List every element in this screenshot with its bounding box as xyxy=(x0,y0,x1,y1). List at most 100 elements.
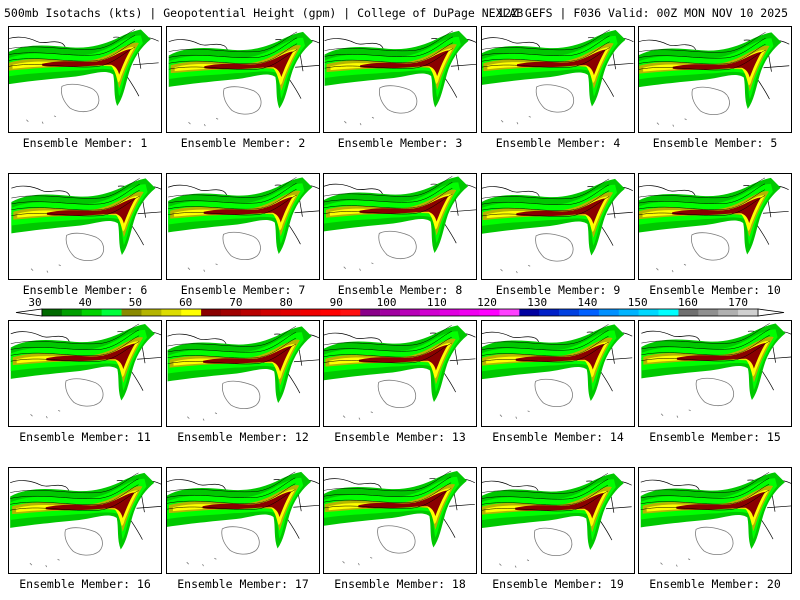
height-contour xyxy=(482,184,610,205)
colorbar-tick-label: 30 xyxy=(28,296,41,309)
height-contour xyxy=(641,340,770,362)
australia-coastline xyxy=(691,232,730,261)
ensemble-member-map-17 xyxy=(166,467,320,574)
height-contour xyxy=(482,484,609,506)
australia-coastline xyxy=(535,233,574,262)
ensemble-member-label: Ensemble Member: 2 xyxy=(180,136,306,150)
colorbar-tick-label: 160 xyxy=(678,296,698,309)
islands xyxy=(343,262,374,271)
ensemble-member-map-7 xyxy=(166,173,320,280)
height-contour xyxy=(167,343,297,365)
ensemble-member-label: Ensemble Member: 14 xyxy=(492,430,624,444)
ensemble-member-map-9 xyxy=(481,173,635,280)
height-contour xyxy=(168,49,298,70)
height-contour xyxy=(324,182,453,203)
ensemble-member-label: Ensemble Member: 16 xyxy=(19,577,151,591)
colorbar-swatch xyxy=(201,309,222,316)
ensemble-member-label: Ensemble Member: 13 xyxy=(334,430,466,444)
height-contour xyxy=(639,38,766,59)
australia-coastline xyxy=(222,231,261,261)
ensemble-member-map-8 xyxy=(323,173,477,280)
colorbar-swatch xyxy=(380,309,401,316)
jet-core xyxy=(360,50,449,77)
colorbar-swatch xyxy=(439,309,460,316)
jet-core xyxy=(516,198,606,225)
colorbar-low-arrow xyxy=(15,308,43,317)
jet-core xyxy=(204,51,294,78)
islands xyxy=(30,264,61,273)
ensemble-member-label: Ensemble Member: 9 xyxy=(495,283,621,297)
height-contour xyxy=(167,477,296,499)
colorbar-swatch xyxy=(400,309,421,316)
islands xyxy=(26,115,57,124)
colorbar-tick-label: 60 xyxy=(179,296,192,309)
australia-coastline xyxy=(695,377,735,407)
australia-coastline xyxy=(377,379,417,408)
jet-core xyxy=(516,49,606,76)
height-contour xyxy=(324,488,452,509)
australia-coastline xyxy=(64,527,103,556)
islands xyxy=(500,264,531,274)
islands xyxy=(187,412,218,421)
height-contour xyxy=(11,178,140,199)
colorbar-swatch xyxy=(101,309,122,316)
height-contour xyxy=(640,472,770,493)
height-contour xyxy=(168,37,298,58)
islands xyxy=(342,556,373,566)
australia-coastline xyxy=(534,378,573,408)
colorbar-tick-label: 50 xyxy=(129,296,142,309)
height-contour xyxy=(168,188,297,210)
colorbar-swatch xyxy=(181,309,202,316)
height-contour xyxy=(482,479,609,500)
height-contour xyxy=(641,329,770,350)
jet-core xyxy=(676,343,766,369)
height-contour xyxy=(324,336,452,358)
colorbar-swatch xyxy=(598,309,620,316)
colorbar-swatch xyxy=(519,309,540,316)
colorbar-swatch xyxy=(698,309,719,316)
height-contour xyxy=(639,177,766,199)
ensemble-member-map-20 xyxy=(638,467,792,574)
australia-coastline xyxy=(695,526,734,555)
jet-core xyxy=(46,198,136,224)
height-contour xyxy=(10,490,139,511)
colorbar-swatch xyxy=(280,309,301,316)
height-contour xyxy=(324,482,452,503)
height-contour xyxy=(639,189,766,210)
height-contour xyxy=(11,184,140,205)
australia-coastline xyxy=(691,86,730,115)
jet-core xyxy=(202,491,292,518)
height-contour xyxy=(324,470,452,492)
height-contour xyxy=(324,325,452,346)
ensemble-member-map-16 xyxy=(8,467,162,574)
australia-coastline xyxy=(221,380,261,409)
height-contour xyxy=(482,190,610,211)
ensemble-member-map-5 xyxy=(638,26,792,133)
colorbar-tick-label: 80 xyxy=(279,296,292,309)
colorbar-frame xyxy=(41,308,759,317)
ensemble-member-map-3 xyxy=(323,26,477,133)
australia-coastline xyxy=(378,85,418,114)
height-contour xyxy=(482,41,610,62)
height-contour xyxy=(482,178,610,200)
colorbar-tick-label: 150 xyxy=(628,296,648,309)
islands xyxy=(344,116,375,126)
ensemble-member-label: Ensemble Member: 8 xyxy=(337,283,463,297)
height-contour xyxy=(10,478,139,499)
height-contour xyxy=(168,177,297,198)
ensemble-member-map-11 xyxy=(8,320,162,427)
height-contour xyxy=(168,43,298,64)
height-contour xyxy=(482,35,610,57)
jet-core xyxy=(203,346,292,372)
height-contour xyxy=(10,323,140,345)
height-contour xyxy=(324,331,452,352)
height-contour xyxy=(10,335,140,356)
height-contour xyxy=(324,188,453,209)
height-contour xyxy=(10,484,139,505)
australia-coastline xyxy=(65,232,105,261)
ensemble-member-map-13 xyxy=(323,320,477,427)
colorbar-swatch xyxy=(479,309,500,316)
height-contour xyxy=(167,483,296,504)
jet-core xyxy=(676,492,766,518)
height-contour xyxy=(9,29,136,50)
